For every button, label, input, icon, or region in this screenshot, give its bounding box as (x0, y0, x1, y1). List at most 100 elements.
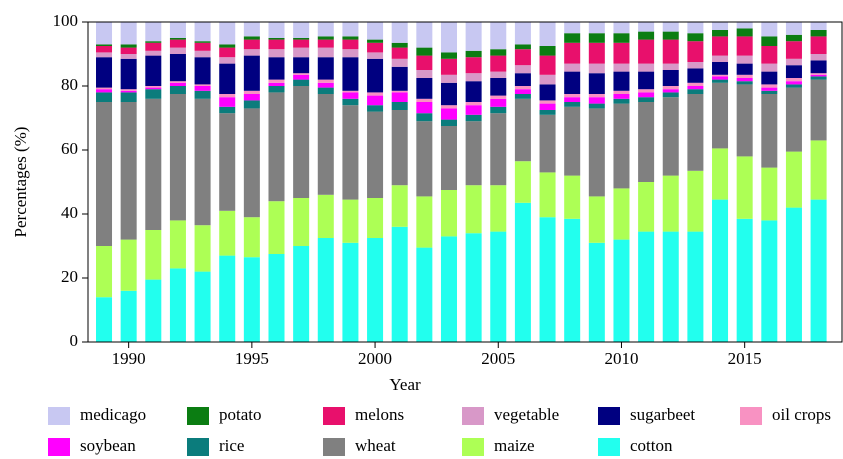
bar-segment (514, 98, 531, 162)
bar-segment (638, 231, 655, 342)
bar-segment (120, 54, 137, 59)
bar-segment (416, 196, 433, 248)
y-tick-label: 100 (53, 11, 79, 30)
bar-segment (588, 22, 605, 34)
bar-segment (367, 39, 384, 43)
bar-segment (96, 102, 113, 246)
bar-segment (514, 73, 531, 86)
bar-segment (638, 63, 655, 72)
bar-segment (440, 105, 457, 109)
bar-segment (465, 121, 482, 186)
bar-segment (712, 199, 729, 342)
bar-segment (613, 103, 630, 189)
bar-segment (293, 73, 310, 75)
bar-segment (785, 81, 802, 85)
bar-segment (243, 39, 260, 50)
bar-segment (465, 81, 482, 102)
bar-segment (367, 198, 384, 238)
bar-segment (687, 68, 704, 83)
bar-segment (96, 89, 113, 93)
bar-segment (194, 225, 211, 272)
legend-swatch (48, 438, 70, 456)
bar-segment (219, 210, 236, 256)
bar-segment (120, 22, 137, 45)
bar-segment (440, 74, 457, 83)
bar-segment (736, 78, 753, 82)
bar-segment (564, 42, 581, 64)
bar-segment (613, 188, 630, 240)
bar-segment (293, 86, 310, 198)
bar-segment (662, 31, 679, 40)
bar-segment (514, 22, 531, 45)
bar-segment (440, 190, 457, 237)
bar-segment (490, 106, 507, 114)
bar-segment (761, 87, 778, 91)
bar-segment (367, 92, 384, 96)
bar-segment (539, 100, 556, 104)
bar-segment (613, 239, 630, 342)
bar-segment (736, 28, 753, 37)
bar-segment (243, 90, 260, 94)
bar-segment (712, 76, 729, 80)
plot-frame (87, 21, 843, 343)
bar-segment (588, 196, 605, 243)
bar-segment (514, 202, 531, 342)
bar-segment (342, 22, 359, 37)
bar-segment (391, 110, 408, 186)
bar-segment (120, 89, 137, 91)
bar-segment (785, 87, 802, 152)
bar-segment (367, 238, 384, 342)
bar-segment (638, 31, 655, 40)
bar-segment (785, 78, 802, 82)
legend-swatch (740, 407, 762, 425)
legend-label: maize (494, 436, 535, 455)
bar-segment (268, 49, 285, 58)
bar-segment (243, 55, 260, 91)
bar-segment (638, 102, 655, 182)
bar-segment (96, 52, 113, 58)
bar-segment (564, 106, 581, 176)
bar-segment (810, 140, 827, 200)
bar-segment (268, 39, 285, 50)
bar-segment (293, 246, 310, 342)
bar-segment (96, 297, 113, 342)
bar-segment (785, 22, 802, 35)
bar-segment (317, 194, 334, 238)
bar-segment (539, 22, 556, 46)
bar-segment (810, 36, 827, 54)
legend-swatch (187, 438, 209, 456)
bar-segment (219, 94, 236, 98)
bar-segment (342, 57, 359, 91)
bar-segment (367, 111, 384, 198)
bar-segment (761, 167, 778, 221)
legend-label: potato (219, 405, 262, 424)
bar-segment (810, 79, 827, 141)
bar-segment (564, 175, 581, 219)
bar-segment (219, 44, 236, 48)
bar-segment (761, 22, 778, 37)
bar-segment (194, 22, 211, 42)
bar-segment (268, 254, 285, 342)
y-tick-label: 0 (70, 331, 79, 350)
bar-segment (490, 55, 507, 72)
x-tick-label: 2015 (728, 349, 762, 368)
bar-segment (588, 108, 605, 197)
bar-segment (613, 71, 630, 91)
legend-label: vegetable (494, 405, 559, 424)
y-tick-label: 80 (61, 75, 78, 94)
bar-segment (440, 236, 457, 342)
bar-segment (613, 90, 630, 94)
bar-segment (687, 82, 704, 86)
bar-segment (564, 97, 581, 102)
bar-segment (785, 34, 802, 42)
x-tick-label: 1990 (112, 349, 146, 368)
bar-segment (391, 92, 408, 102)
bar-segment (194, 90, 211, 99)
bar-segment (367, 95, 384, 106)
bar-segment (662, 97, 679, 176)
bar-segment (712, 30, 729, 37)
bar-segment (120, 92, 137, 102)
bar-segment (243, 94, 260, 101)
bar-segment (219, 255, 236, 342)
bar-segment (662, 92, 679, 98)
